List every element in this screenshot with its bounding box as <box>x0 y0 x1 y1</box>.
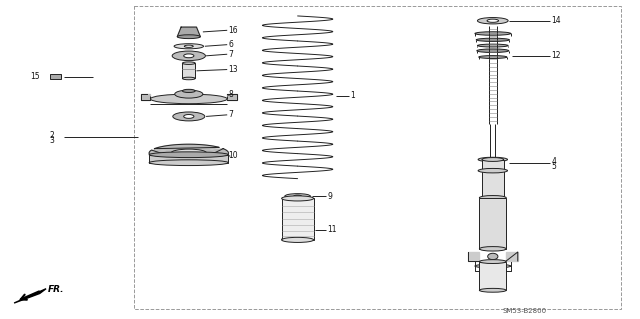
Text: 4: 4 <box>552 157 557 166</box>
Ellipse shape <box>175 90 203 98</box>
Ellipse shape <box>182 89 195 93</box>
Ellipse shape <box>477 49 509 53</box>
Bar <box>479 198 506 249</box>
Ellipse shape <box>479 196 506 200</box>
Polygon shape <box>149 150 189 162</box>
Ellipse shape <box>487 19 499 22</box>
Ellipse shape <box>149 160 228 166</box>
Text: 16: 16 <box>228 26 238 35</box>
Ellipse shape <box>184 54 194 58</box>
Ellipse shape <box>184 45 193 47</box>
Ellipse shape <box>173 112 205 121</box>
Ellipse shape <box>488 253 498 260</box>
Text: SM53-B2800: SM53-B2800 <box>503 308 547 314</box>
Polygon shape <box>177 27 200 37</box>
Polygon shape <box>192 149 228 162</box>
Text: 14: 14 <box>552 16 561 25</box>
Ellipse shape <box>182 62 195 64</box>
Polygon shape <box>141 94 150 100</box>
Ellipse shape <box>150 94 227 104</box>
Ellipse shape <box>478 168 508 173</box>
Ellipse shape <box>479 288 506 292</box>
Ellipse shape <box>477 18 508 24</box>
Ellipse shape <box>174 44 204 49</box>
Ellipse shape <box>479 260 506 263</box>
Ellipse shape <box>149 152 228 158</box>
Ellipse shape <box>482 158 504 161</box>
Text: 3: 3 <box>49 136 54 145</box>
Ellipse shape <box>184 115 194 118</box>
Bar <box>149 155 228 163</box>
Ellipse shape <box>177 35 200 39</box>
Bar <box>479 262 506 290</box>
Text: 12: 12 <box>552 51 561 60</box>
Ellipse shape <box>478 157 508 162</box>
Text: 7: 7 <box>228 50 234 59</box>
Bar <box>282 198 314 240</box>
Ellipse shape <box>172 51 205 61</box>
Ellipse shape <box>475 32 511 35</box>
Ellipse shape <box>476 38 509 41</box>
Text: 6: 6 <box>228 40 234 49</box>
Bar <box>182 63 195 78</box>
Text: 8: 8 <box>228 90 233 99</box>
Text: 13: 13 <box>228 65 238 74</box>
Ellipse shape <box>477 44 508 47</box>
Text: 15: 15 <box>30 72 40 81</box>
Text: 7: 7 <box>228 110 234 119</box>
Polygon shape <box>468 252 479 261</box>
Text: 5: 5 <box>552 162 557 171</box>
Text: 9: 9 <box>328 192 333 201</box>
Ellipse shape <box>282 237 314 242</box>
Polygon shape <box>227 94 237 100</box>
Polygon shape <box>506 252 518 261</box>
Text: 10: 10 <box>228 151 238 160</box>
Bar <box>50 74 61 79</box>
Ellipse shape <box>285 194 310 199</box>
Text: 11: 11 <box>328 225 337 234</box>
Ellipse shape <box>282 196 314 201</box>
Ellipse shape <box>182 77 195 80</box>
Ellipse shape <box>475 264 511 268</box>
Ellipse shape <box>479 56 507 58</box>
Polygon shape <box>154 144 219 151</box>
Text: 1: 1 <box>350 91 355 100</box>
Ellipse shape <box>294 195 301 197</box>
Polygon shape <box>14 289 46 303</box>
Bar <box>482 160 504 198</box>
Bar <box>134 6 621 309</box>
Ellipse shape <box>479 247 506 251</box>
Text: 2: 2 <box>50 131 54 140</box>
Ellipse shape <box>171 149 207 157</box>
Text: FR.: FR. <box>48 285 65 294</box>
